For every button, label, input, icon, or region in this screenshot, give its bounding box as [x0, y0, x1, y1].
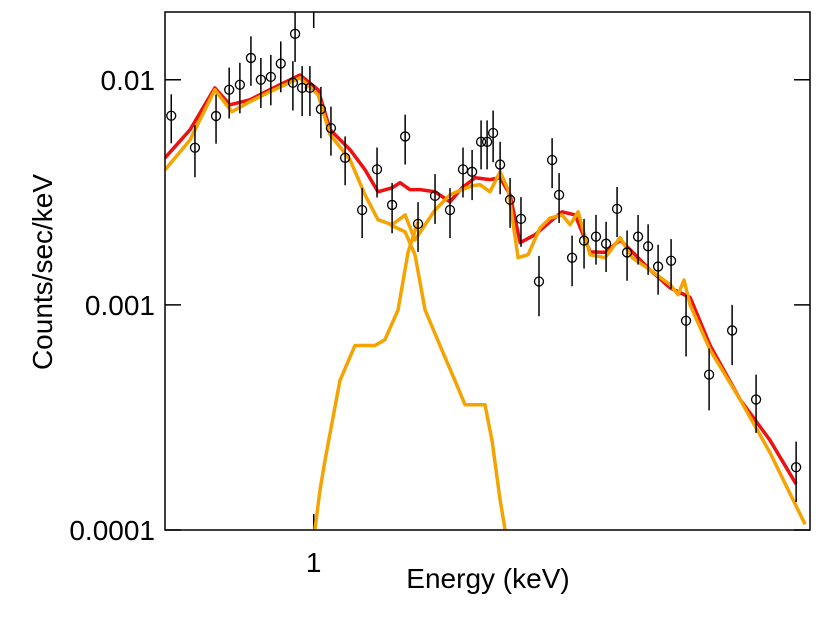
data-point: [339, 152, 351, 163]
data-point: [245, 52, 257, 64]
data-point: [611, 203, 623, 215]
data-point: [210, 110, 222, 122]
data-point: [412, 218, 424, 230]
data-point: [275, 58, 286, 69]
data-point: [642, 241, 654, 252]
data-point: [289, 28, 301, 39]
data-point: [444, 204, 456, 216]
y-tick-label: 0.001: [85, 290, 155, 321]
data-point: [726, 325, 738, 336]
data-point: [590, 231, 602, 242]
data-point: [224, 84, 235, 95]
data-point: [189, 142, 201, 153]
model-line: [165, 76, 807, 526]
data-point: [255, 74, 267, 85]
x-axis-label: Energy (keV): [406, 563, 569, 594]
data-point: [296, 82, 308, 94]
data-point: [304, 82, 316, 94]
data-point: [475, 136, 487, 147]
data-point: [287, 77, 299, 88]
data-point: [494, 159, 506, 170]
data-point: [504, 194, 516, 205]
plot-frame: [164, 11, 811, 531]
data-point: [621, 247, 633, 258]
data-point: [566, 252, 578, 263]
data-point: [457, 164, 469, 175]
model-line: [313, 221, 420, 530]
data-point: [166, 110, 177, 121]
data-point: [356, 204, 368, 216]
data-point: [790, 462, 802, 473]
data-point: [265, 71, 276, 83]
data-point: [665, 255, 677, 266]
data-point: [750, 394, 762, 405]
data-point: [703, 369, 715, 380]
data-point: [533, 276, 545, 287]
data-point: [632, 231, 644, 242]
data-point: [600, 238, 612, 249]
data-point: [386, 199, 398, 211]
x-tick-label: 1: [306, 547, 322, 578]
model-line: [389, 223, 507, 530]
y-tick-label: 0.01: [101, 65, 156, 96]
data-point: [399, 131, 411, 142]
data-point: [578, 235, 590, 246]
data-point: [466, 166, 478, 177]
data-point: [553, 189, 565, 201]
data-point: [546, 154, 558, 166]
data-point: [487, 127, 499, 139]
data-point: [325, 122, 337, 134]
y-tick-label: 0.0001: [69, 515, 155, 546]
data-point: [315, 104, 327, 115]
y-axis-label: Counts/sec/keV: [27, 174, 58, 370]
data-point: [481, 136, 493, 147]
data-point: [234, 79, 246, 90]
data-point: [680, 315, 692, 326]
data-point: [652, 261, 664, 272]
data-point: [429, 190, 441, 202]
model-line: [165, 73, 798, 485]
data-point: [515, 213, 527, 225]
data-point: [371, 164, 383, 175]
